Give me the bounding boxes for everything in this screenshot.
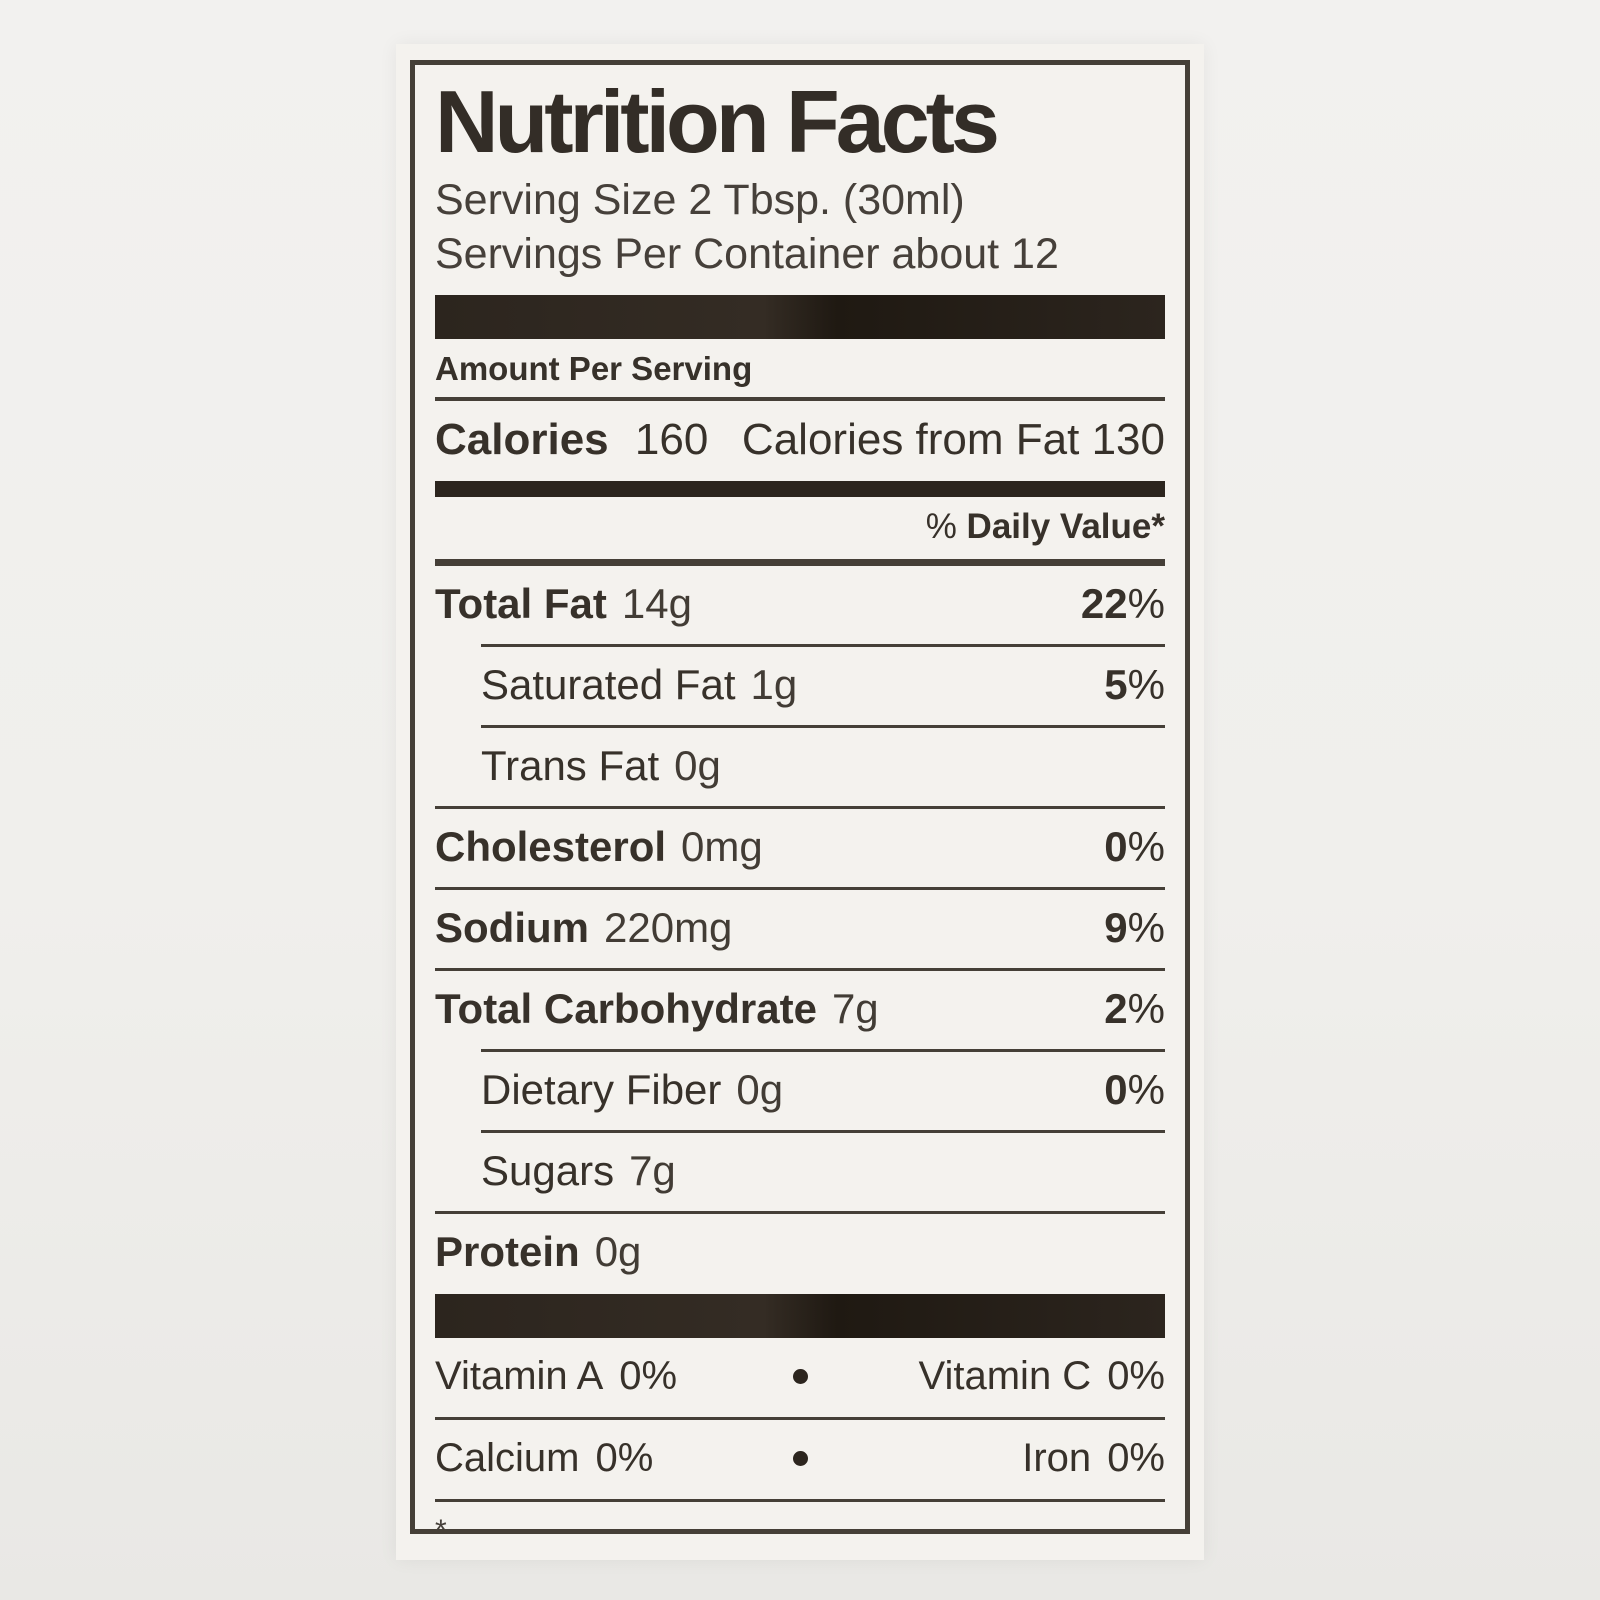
serving-size-text: Serving Size 2 Tbsp. (30ml) <box>435 176 965 224</box>
nutrient-amount: 1g <box>750 661 798 708</box>
nutrient-name: Cholesterol <box>435 823 667 870</box>
nutrient-dv-value: 0 <box>1104 823 1128 870</box>
nutrient-name: Trans Fat <box>481 742 660 789</box>
nutrient-name: Total Carbohydrate <box>435 985 817 1032</box>
nutrient-name: Saturated Fat <box>481 661 736 708</box>
calories-from-fat-cell: Calories from Fat 130 <box>742 415 1165 465</box>
footnote-asterisk: * <box>435 1514 447 1534</box>
vitamin-name: Calcium <box>435 1436 580 1480</box>
nutrient-dv-value: 0 <box>1104 1066 1128 1113</box>
daily-value-header: % Daily Value* <box>435 497 1165 563</box>
calories-from-fat-value: 130 <box>1091 415 1165 464</box>
row-total-carbohydrate: Total Carbohydrate 7g 2% <box>435 968 1165 1049</box>
percent-sign: % <box>1127 823 1165 870</box>
daily-value-percent-sign: % <box>925 507 957 546</box>
vitamin-row-calcium-iron: Calcium 0% Iron 0% <box>435 1420 1165 1502</box>
vitamin-name: Vitamin C <box>918 1354 1092 1398</box>
vitamin-value: 0% <box>1107 1436 1165 1480</box>
amount-per-serving-heading: Amount Per Serving <box>435 339 1165 401</box>
calories-cell: Calories 160 <box>435 415 708 465</box>
nutrition-facts-label: Nutrition Facts Serving Size 2 Tbsp. (30… <box>410 60 1190 1534</box>
bullet-separator-icon <box>792 1451 808 1466</box>
row-saturated-fat: Saturated Fat 1g 5% <box>481 644 1165 725</box>
nutrient-name: Dietary Fiber <box>481 1066 722 1113</box>
vitamin-value: 0% <box>595 1436 654 1480</box>
percent-sign: % <box>1127 985 1165 1032</box>
row-dietary-fiber: Dietary Fiber 0g 0% <box>481 1049 1165 1130</box>
percent-sign: % <box>1127 904 1165 951</box>
calories-label: Calories <box>435 415 609 464</box>
calories-row: Calories 160 Calories from Fat 130 <box>435 401 1165 481</box>
nutrient-amount: 0mg <box>681 823 763 870</box>
row-protein: Protein 0g <box>435 1211 1165 1292</box>
label-title: Nutrition Facts <box>435 72 1000 171</box>
percent-sign: % <box>1127 1066 1165 1113</box>
calories-divider-bar <box>435 481 1165 497</box>
row-sodium: Sodium 220mg 9% <box>435 887 1165 968</box>
vitamin-value: 0% <box>619 1354 678 1398</box>
nutrient-amount: 14g <box>621 580 692 627</box>
percent-sign: % <box>1127 661 1165 708</box>
section-divider-bar <box>435 1294 1165 1338</box>
daily-value-footnote: *Percent Daily Values are based on a 2,0… <box>435 1502 1165 1534</box>
nutrient-name: Protein <box>435 1228 580 1275</box>
label-paper: Nutrition Facts Serving Size 2 Tbsp. (30… <box>396 44 1204 1560</box>
calories-from-fat-label: Calories from Fat <box>741 415 1080 464</box>
section-divider-bar <box>435 295 1165 339</box>
bullet-separator-icon <box>792 1369 808 1384</box>
vitamin-value: 0% <box>1107 1354 1165 1398</box>
nutrient-dv-value: 2 <box>1104 985 1128 1032</box>
calories-value: 160 <box>634 415 709 464</box>
nutrient-dv-value: 5 <box>1104 661 1128 708</box>
row-sugars: Sugars 7g <box>481 1130 1165 1211</box>
vitamin-name: Vitamin A <box>435 1354 604 1398</box>
daily-value-label: Daily Value* <box>966 507 1165 546</box>
nutrient-amount: 7g <box>831 985 879 1032</box>
nutrient-dv-value: 9 <box>1104 904 1128 951</box>
vitamin-row-a-c: Vitamin A 0% Vitamin C 0% <box>435 1338 1165 1420</box>
percent-sign: % <box>1127 580 1165 627</box>
nutrient-amount: 7g <box>629 1147 676 1194</box>
nutrient-amount: 220mg <box>604 904 733 951</box>
row-cholesterol: Cholesterol 0mg 0% <box>435 806 1165 887</box>
nutrient-amount: 0g <box>594 1228 642 1275</box>
row-total-fat: Total Fat 14g 22% <box>435 563 1165 644</box>
nutrient-name: Sugars <box>481 1147 615 1194</box>
nutrient-dv-value: 22 <box>1080 580 1128 627</box>
nutrient-name: Total Fat <box>435 580 607 627</box>
nutrient-amount: 0g <box>736 1066 784 1113</box>
row-trans-fat: Trans Fat 0g <box>481 725 1165 806</box>
nutrient-amount: 0g <box>674 742 721 789</box>
servings-per-container-text: Servings Per Container about 12 <box>435 230 1059 278</box>
vitamin-name: Iron <box>1022 1436 1092 1480</box>
nutrient-name: Sodium <box>435 904 589 951</box>
footnote-text: Percent Daily Values are based on a 2,00… <box>435 1524 1091 1529</box>
